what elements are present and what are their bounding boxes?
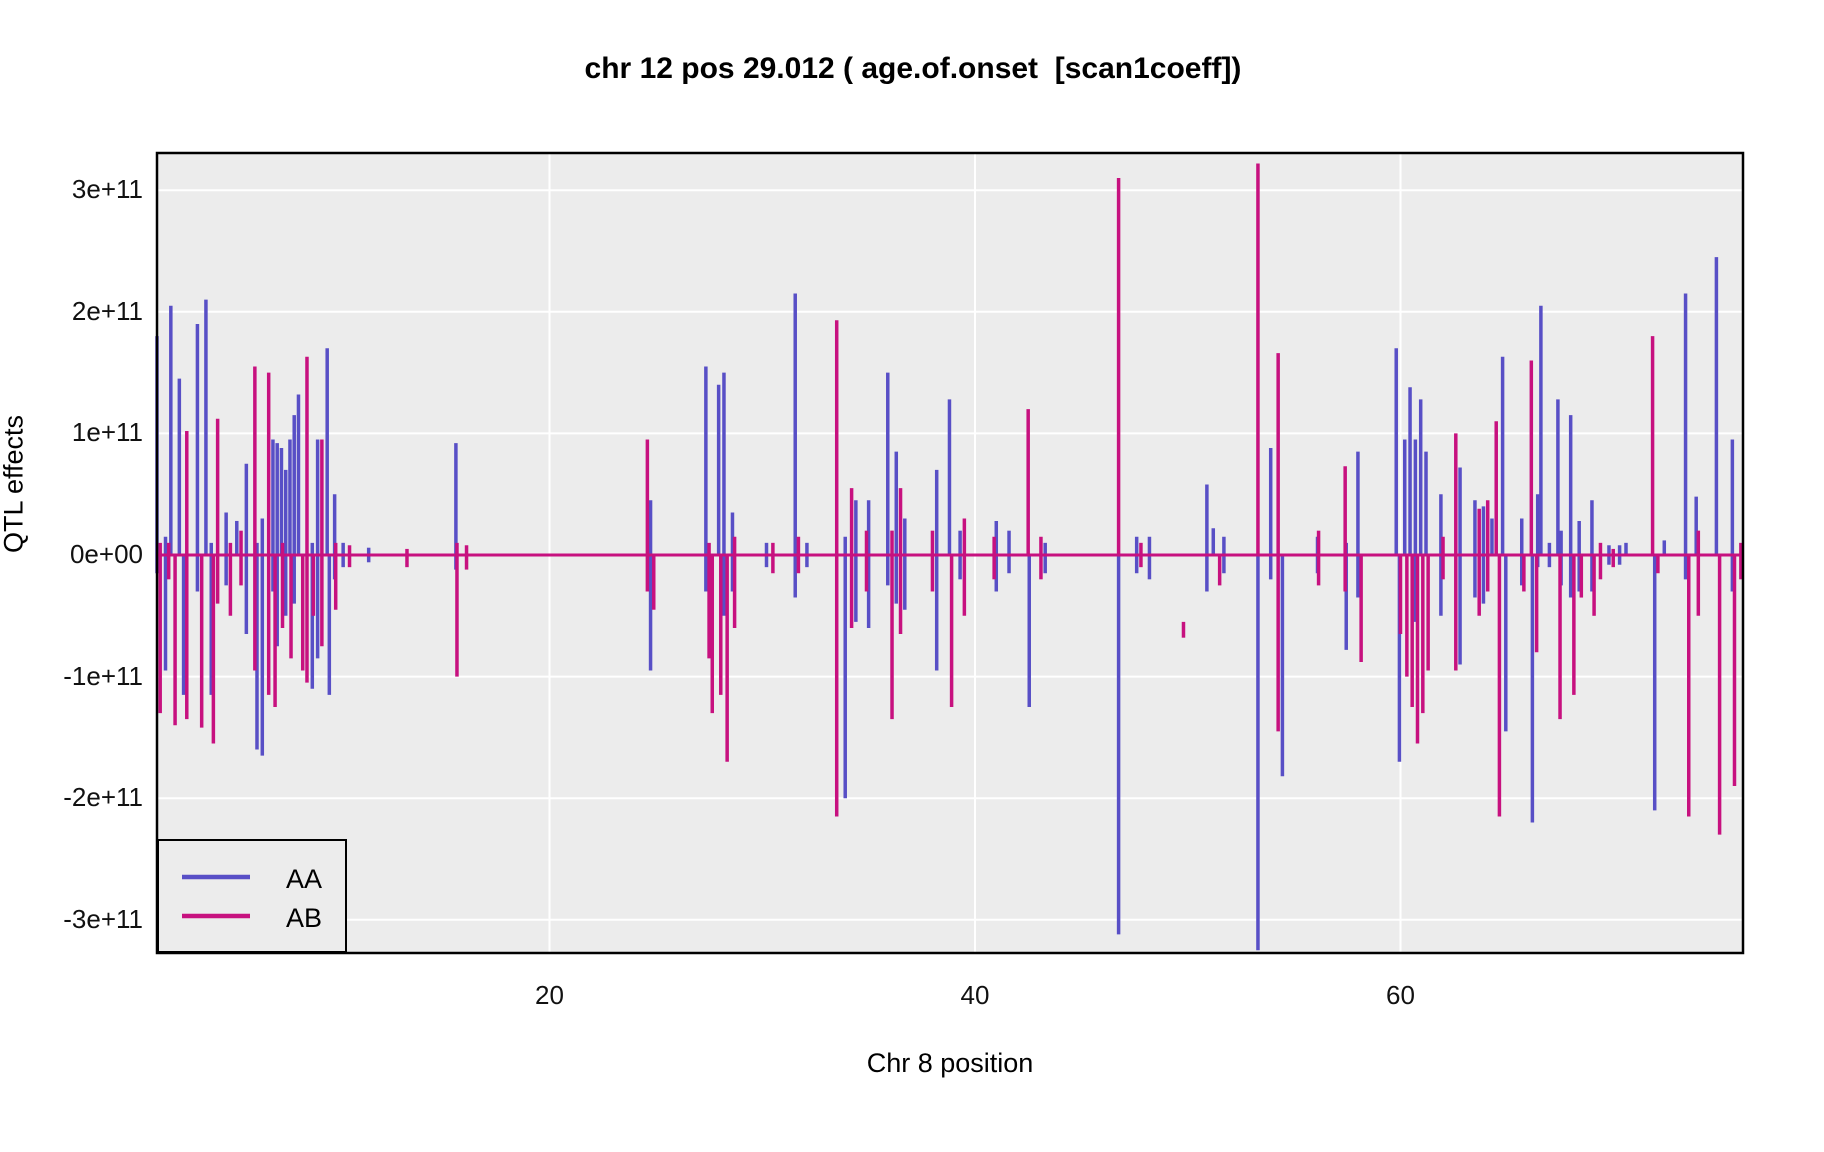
y-tick-label: -1e+11 (63, 660, 143, 691)
y-tick-label: 2e+11 (71, 295, 143, 326)
panel-border (155, 151, 1745, 955)
y-tick-label: -3e+11 (63, 903, 143, 934)
legend-box (157, 839, 347, 953)
legend-label-aa: AA (286, 864, 323, 894)
chart-title: chr 12 pos 29.012 ( age.of.onset [scan1c… (584, 52, 1242, 85)
x-tick-label: 40 (960, 980, 990, 1010)
x-axis-label: Chr 8 position (866, 1048, 1034, 1078)
y-tick-label: 0e+00 (69, 539, 143, 569)
legend-label-ab: AB (286, 903, 323, 933)
y-tick-label: -2e+11 (63, 782, 143, 813)
x-tick-label: 20 (535, 980, 564, 1010)
y-tick-label: 1e+11 (71, 417, 143, 448)
y-tick-label: 3e+11 (71, 174, 143, 205)
x-tick-label: 60 (1386, 980, 1415, 1010)
